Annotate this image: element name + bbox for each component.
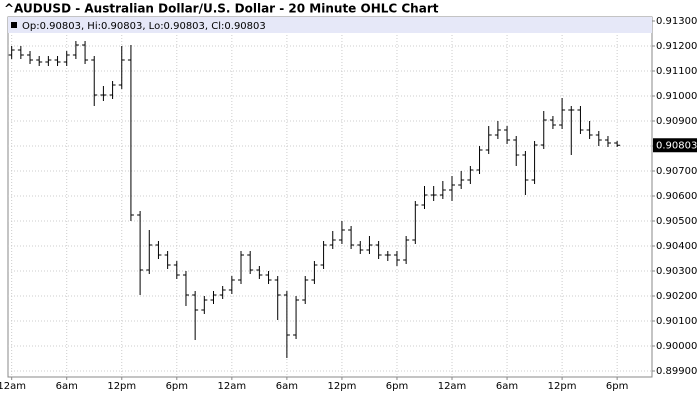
x-tick-label: 12pm bbox=[107, 381, 136, 392]
plot-area bbox=[7, 16, 653, 378]
y-tick-label: 0.91200 bbox=[656, 41, 697, 52]
x-tick-label: 12pm bbox=[328, 381, 357, 392]
x-tick-label: 12am bbox=[218, 381, 247, 392]
x-tick-label: 6pm bbox=[166, 381, 188, 392]
last-price-box bbox=[653, 138, 697, 153]
y-tick-label: 0.90100 bbox=[656, 316, 697, 327]
y-tick-label: 0.91000 bbox=[656, 91, 697, 102]
y-tick-label: 0.89900 bbox=[656, 366, 697, 377]
x-tick-label: 12am bbox=[0, 381, 26, 392]
x-tick-label: 6am bbox=[496, 381, 518, 392]
y-tick-label: 0.91100 bbox=[656, 66, 697, 77]
y-tick-label: 0.90000 bbox=[656, 341, 697, 352]
y-tick-label: 0.90400 bbox=[656, 241, 697, 252]
last-price-label: 0.90803 bbox=[656, 140, 697, 151]
x-tick-label: 6am bbox=[56, 381, 78, 392]
info-bar bbox=[8, 17, 652, 33]
y-tick-label: 0.90700 bbox=[656, 166, 697, 177]
x-tick-label: 6pm bbox=[606, 381, 628, 392]
info-text: Op:0.90803, Hi:0.90803, Lo:0.90803, Cl:0… bbox=[22, 21, 266, 32]
y-tick-label: 0.90300 bbox=[656, 266, 697, 277]
y-tick-label: 0.90200 bbox=[656, 291, 697, 302]
info-marker bbox=[11, 22, 17, 28]
x-tick-label: 12pm bbox=[548, 381, 577, 392]
y-tick-label: 0.90600 bbox=[656, 191, 697, 202]
x-tick-label: 6am bbox=[276, 381, 298, 392]
x-tick-label: 6pm bbox=[386, 381, 408, 392]
x-tick-label: 12am bbox=[438, 381, 467, 392]
y-tick-label: 0.91300 bbox=[656, 16, 697, 27]
y-tick-label: 0.90500 bbox=[656, 216, 697, 227]
chart-title: ^AUDUSD - Australian Dollar/U.S. Dollar … bbox=[4, 2, 439, 16]
y-tick-label: 0.90900 bbox=[656, 116, 697, 127]
